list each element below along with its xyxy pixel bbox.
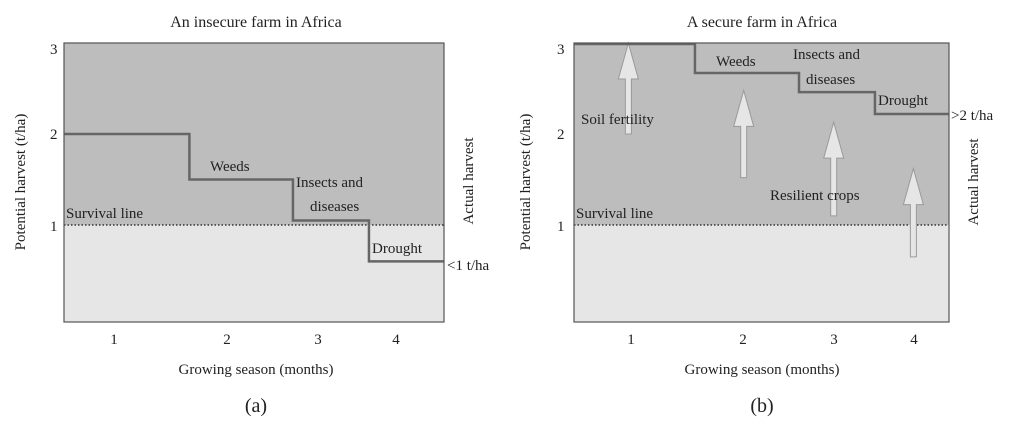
- y-tick-2: 2: [557, 127, 565, 143]
- y-tick-1: 1: [50, 219, 58, 235]
- x-tick-3: 3: [314, 332, 322, 348]
- annotation-drought: Drought: [878, 93, 929, 109]
- y-axis-label: Potential harvest (t/ha): [13, 114, 29, 251]
- up-arrow-1: [617, 41, 640, 135]
- survival-line-label: Survival line: [576, 206, 653, 222]
- chart-title: A secure farm in Africa: [687, 14, 837, 31]
- survival-line-label: Survival line: [66, 206, 143, 222]
- right-axis-label: Actual harvest: [461, 137, 477, 225]
- chart-title: An insecure farm in Africa: [170, 14, 341, 31]
- annotation-diseases: diseases: [806, 72, 855, 88]
- y-axis-label: Potential harvest (t/ha): [518, 114, 534, 251]
- y-tick-2: 2: [50, 127, 58, 143]
- annotation-weeds: Weeds: [716, 54, 756, 70]
- annotation-resilient-crops: Resilient crops: [770, 188, 860, 204]
- x-axis-label: Growing season (months): [179, 362, 334, 378]
- harvest-step-line: [574, 42, 949, 116]
- up-arrow-3: [823, 120, 845, 217]
- up-arrow-4: [902, 166, 925, 258]
- x-tick-4: 4: [910, 332, 918, 348]
- x-tick-3: 3: [830, 332, 838, 348]
- x-tick-1: 1: [110, 332, 118, 348]
- x-tick-2: 2: [223, 332, 231, 348]
- x-axis-label: Growing season (months): [685, 362, 840, 378]
- end-value-label: <1 t/ha: [447, 258, 490, 274]
- improvement-arrows: [617, 41, 925, 258]
- right-axis-label: Actual harvest: [966, 138, 982, 226]
- plot-frame: [573, 42, 950, 323]
- region-below-survival: [64, 225, 444, 322]
- panel-label: (b): [750, 395, 773, 417]
- panel-b: A secure farm in Africa 3 2 1 1 2 3 4 Gr…: [518, 14, 994, 417]
- up-arrow-2: [733, 88, 755, 179]
- annotation-diseases: diseases: [310, 199, 359, 215]
- panel-a: An insecure farm in Africa 3 2 1 1 2 3 4…: [13, 14, 490, 417]
- annotation-insects: Insects and: [793, 47, 861, 63]
- y-tick-3: 3: [50, 42, 58, 58]
- x-tick-2: 2: [739, 332, 747, 348]
- harvest-step-line: [64, 132, 444, 263]
- x-tick-1: 1: [627, 332, 635, 348]
- end-value-label: >2 t/ha: [951, 108, 994, 124]
- annotation-weeds: Weeds: [210, 159, 250, 175]
- annotation-soil-fertility: Soil fertility: [581, 112, 654, 128]
- annotation-insects: Insects and: [296, 175, 364, 191]
- x-tick-4: 4: [392, 332, 400, 348]
- plot-frame: [63, 42, 445, 323]
- annotation-drought: Drought: [372, 241, 423, 257]
- y-tick-1: 1: [557, 219, 565, 235]
- panel-label: (a): [245, 395, 267, 417]
- y-tick-3: 3: [557, 42, 565, 58]
- region-below-survival: [574, 225, 949, 322]
